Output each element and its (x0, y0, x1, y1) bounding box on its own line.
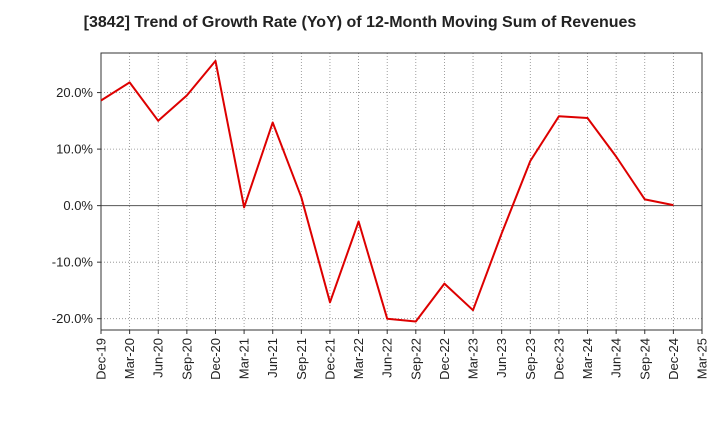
x-tick-label: Mar-22 (351, 338, 366, 379)
x-tick-label: Jun-20 (151, 338, 166, 378)
y-tick-label: 20.0% (56, 85, 93, 100)
x-tick-label: Jun-23 (494, 338, 509, 378)
y-tick-label: 0.0% (63, 198, 93, 213)
x-tick-label: Sep-20 (179, 338, 194, 380)
x-tick-label: Mar-20 (122, 338, 137, 379)
x-tick-label: Dec-22 (437, 338, 452, 380)
x-tick-label: Mar-25 (695, 338, 710, 379)
plot-frame (100, 52, 703, 331)
x-tick-label: Mar-23 (466, 338, 481, 379)
x-tick-label: Dec-21 (322, 338, 337, 380)
x-tick-label: Dec-23 (551, 338, 566, 380)
x-tick-label: Jun-22 (380, 338, 395, 378)
x-tick-label: Sep-21 (294, 338, 309, 380)
x-tick-label: Sep-22 (408, 338, 423, 380)
x-tick-label: Mar-24 (580, 338, 595, 379)
x-tick-label: Dec-19 (94, 338, 109, 380)
x-tick-label: Mar-21 (237, 338, 252, 379)
series-line (100, 59, 674, 323)
x-tick-label: Dec-24 (666, 338, 681, 380)
x-tick-label: Dec-20 (208, 338, 223, 380)
y-tick-label: 10.0% (56, 142, 93, 157)
x-tick-label: Sep-23 (523, 338, 538, 380)
x-tick-label: Jun-21 (265, 338, 280, 378)
x-tick-label: Sep-24 (637, 338, 652, 380)
x-tick-label: Jun-24 (609, 338, 624, 378)
chart-title: [3842] Trend of Growth Rate (YoY) of 12-… (83, 14, 637, 31)
y-tick-label: -10.0% (52, 255, 94, 270)
y-tick-label: -20.0% (52, 311, 94, 326)
